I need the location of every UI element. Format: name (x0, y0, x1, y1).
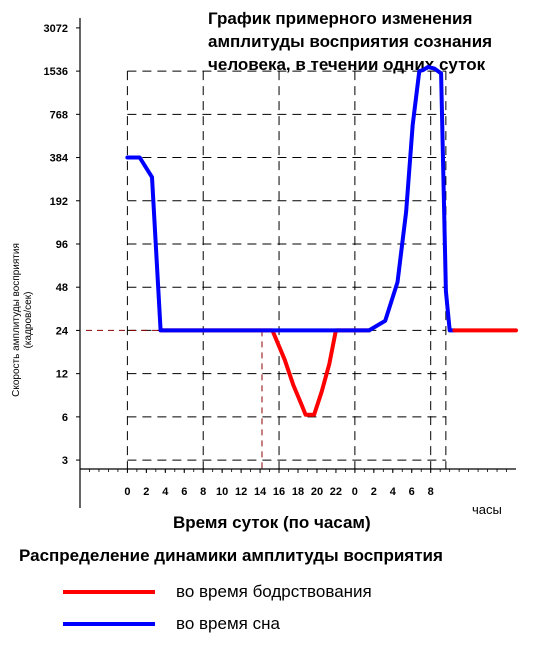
y-tick-label: 1536 (44, 66, 68, 78)
chart-title-line-3: человека, в течении одних суток (208, 55, 486, 74)
series-line-sleep (125, 65, 457, 333)
y-tick-label: 768 (50, 109, 68, 121)
y-tick-label: 24 (56, 325, 69, 337)
legend: Распределение динамики амплитуды восприя… (19, 546, 443, 633)
y-tick-label: 3072 (44, 23, 68, 35)
legend-label-sleep: во время сна (176, 614, 280, 633)
y-tick-label: 384 (50, 153, 69, 165)
y-axis-title-line-2: (кадров/сек) (23, 292, 34, 349)
chart-title-line-2: амплитуды восприятия сознания (208, 32, 492, 51)
series-line-wake (158, 328, 372, 417)
y-tick-label: 48 (56, 282, 68, 294)
x-tick-label: 8 (428, 486, 434, 498)
y-tick-label: 6 (62, 412, 68, 424)
x-axis-unit: часы (472, 502, 502, 517)
chart-title-line-1: График примерного изменения (208, 9, 472, 28)
x-tick-label: 2 (371, 486, 377, 498)
legend-label-wake: во время бодрствования (176, 582, 372, 601)
x-tick-labels: 0 2 4 6 8 10 12 14 16 18 20 22 0 2 4 6 8 (89, 469, 507, 498)
x-tick-label: 6 (181, 486, 187, 498)
y-tick-label: 96 (56, 239, 68, 251)
x-tick-label: 22 (330, 486, 342, 498)
chart-title: График примерного изменения амплитуды во… (208, 9, 492, 74)
y-axis-title-line-1: Скорость амплитуды восприятия (11, 243, 22, 397)
x-tick-label: 4 (390, 486, 397, 498)
x-tick-label: 10 (216, 486, 228, 498)
series-lines (125, 65, 518, 417)
y-tick-labels: 3 6 12 24 48 96 192 384 768 1536 3072 (44, 23, 80, 467)
x-tick-label: 20 (311, 486, 323, 498)
x-tick-label: 16 (273, 486, 285, 498)
y-tick-label: 3 (62, 455, 68, 467)
x-tick-label: 18 (292, 486, 304, 498)
x-tick-label: 4 (162, 486, 169, 498)
grid (86, 70, 447, 469)
x-tick-label: 0 (352, 486, 358, 498)
legend-title: Распределение динамики амплитуды восприя… (19, 546, 443, 565)
y-tick-label: 192 (50, 196, 68, 208)
x-tick-label: 6 (409, 486, 415, 498)
x-tick-label: 0 (124, 486, 130, 498)
x-tick-label: 14 (254, 486, 267, 498)
y-tick-label: 12 (56, 369, 68, 381)
axes (79, 18, 516, 508)
y-axis-title: Скорость амплитуды восприятия (кадров/се… (11, 243, 34, 397)
x-tick-label: 2 (143, 486, 149, 498)
x-axis-title: Время суток (по часам) (173, 513, 371, 532)
x-tick-label: 12 (235, 486, 247, 498)
x-tick-label: 8 (200, 486, 206, 498)
